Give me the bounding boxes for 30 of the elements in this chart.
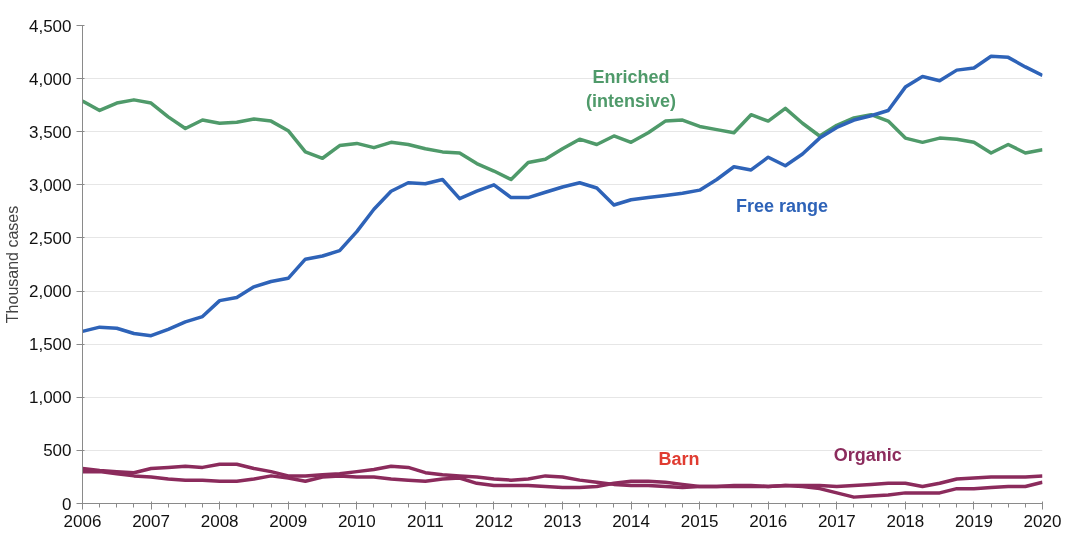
x-tick-label: 2006 xyxy=(63,511,102,531)
x-tick-label: 2009 xyxy=(269,511,308,531)
series-label: Organic xyxy=(833,444,902,465)
x-tick-label: 2014 xyxy=(612,511,650,531)
y-tick-label: 0 xyxy=(62,494,72,514)
x-tick-label: 2019 xyxy=(955,511,993,531)
y-tick-label: 2,500 xyxy=(28,228,72,248)
y-tick-label: 3,000 xyxy=(28,175,72,195)
y-tick-label: 4,500 xyxy=(28,16,72,36)
x-tick-label: 2018 xyxy=(886,511,925,531)
x-tick-label: 2016 xyxy=(749,511,788,531)
x-tick-label: 2020 xyxy=(1023,511,1062,531)
x-tick-label: 2010 xyxy=(337,511,376,531)
y-tick-label: 1,500 xyxy=(28,335,72,355)
x-tick-label: 2012 xyxy=(475,511,513,531)
x-tick-label: 2007 xyxy=(132,511,170,531)
x-tick-label: 2013 xyxy=(543,511,582,531)
series-label: Barn xyxy=(658,448,700,469)
y-tick-label: 1,000 xyxy=(28,388,72,408)
y-tick-label: 500 xyxy=(43,441,72,461)
y-tick-label: 2,000 xyxy=(28,282,72,302)
series-label: Free range xyxy=(735,196,828,217)
y-axis-title: Thousand cases xyxy=(3,205,21,324)
series-label: Enriched (intensive) xyxy=(586,67,677,112)
x-tick-label: 2017 xyxy=(817,511,856,531)
y-tick-label: 4,000 xyxy=(28,69,72,89)
x-tick-label: 2011 xyxy=(407,511,444,531)
y-tick-label: 3,500 xyxy=(28,122,72,142)
x-tick-label: 2008 xyxy=(200,511,239,531)
x-tick-label: 2015 xyxy=(680,511,719,531)
